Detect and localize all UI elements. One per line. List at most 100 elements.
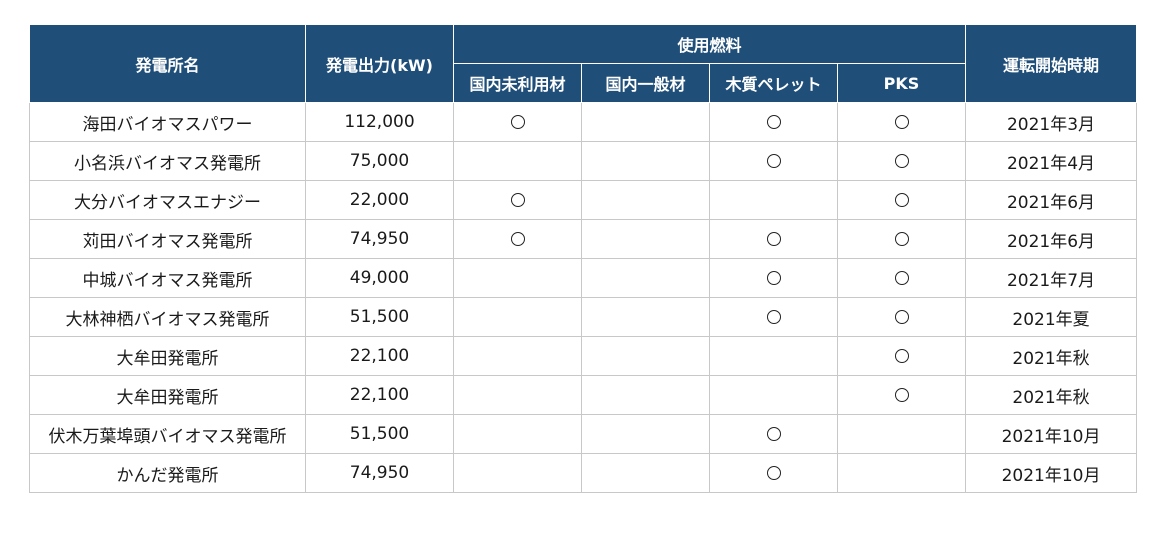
cell-fuel-unused bbox=[453, 258, 582, 298]
cell-fuel-pks bbox=[836, 141, 967, 181]
cell-fuel-general bbox=[581, 414, 710, 454]
biomass-plant-table: 発電所名 発電出力(kW) 使用燃料 運転開始時期 国内未利用材 国内一般材 木… bbox=[29, 24, 1138, 493]
cell-plant-name: 小名浜バイオマス発電所 bbox=[29, 141, 306, 181]
cell-plant-name: 大牟田発電所 bbox=[29, 336, 306, 376]
cell-fuel-general bbox=[581, 297, 710, 337]
cell-fuel-pellet bbox=[709, 336, 838, 376]
circle-mark-icon bbox=[766, 115, 781, 129]
cell-fuel-pks bbox=[836, 180, 967, 220]
cell-fuel-pellet bbox=[709, 141, 838, 181]
cell-fuel-general bbox=[581, 102, 710, 142]
header-plant-name: 発電所名 bbox=[29, 24, 306, 103]
circle-mark-icon bbox=[766, 232, 781, 246]
cell-plant-name: かんだ発電所 bbox=[29, 453, 306, 493]
header-fuel-domestic-unused: 国内未利用材 bbox=[453, 63, 582, 103]
circle-mark-icon bbox=[894, 193, 909, 207]
cell-output: 74,950 bbox=[305, 219, 454, 259]
cell-fuel-pellet bbox=[709, 219, 838, 259]
cell-output: 74,950 bbox=[305, 453, 454, 493]
cell-output: 112,000 bbox=[305, 102, 454, 142]
cell-fuel-pellet bbox=[709, 297, 838, 337]
plant-table-container: 発電所名 発電出力(kW) 使用燃料 運転開始時期 国内未利用材 国内一般材 木… bbox=[29, 24, 1138, 493]
table-row: 伏木万葉埠頭バイオマス発電所 51,500 2021年10月 bbox=[29, 414, 1138, 454]
cell-fuel-unused bbox=[453, 414, 582, 454]
cell-output: 22,100 bbox=[305, 336, 454, 376]
cell-plant-name: 大牟田発電所 bbox=[29, 375, 306, 415]
cell-fuel-unused bbox=[453, 375, 582, 415]
cell-start-period: 2021年夏 bbox=[965, 297, 1138, 337]
cell-output: 51,500 bbox=[305, 297, 454, 337]
circle-mark-icon bbox=[766, 466, 781, 480]
cell-fuel-general bbox=[581, 180, 710, 220]
cell-fuel-pks bbox=[836, 219, 967, 259]
circle-mark-icon bbox=[510, 232, 525, 246]
circle-mark-icon bbox=[510, 193, 525, 207]
cell-output: 22,000 bbox=[305, 180, 454, 220]
table-body: 海田バイオマスパワー 112,000 2021年3月 小名浜バイオマス発電所 75,00… bbox=[29, 102, 1138, 493]
header-fuel-domestic-general: 国内一般材 bbox=[581, 63, 710, 103]
cell-start-period: 2021年秋 bbox=[965, 336, 1138, 376]
header-fuel-wood-pellet: 木質ペレット bbox=[709, 63, 838, 103]
header-output: 発電出力(kW) bbox=[305, 24, 454, 103]
header-start-period: 運転開始時期 bbox=[965, 24, 1138, 103]
table-row: 大牟田発電所 22,100 2021年秋 bbox=[29, 336, 1138, 376]
cell-start-period: 2021年6月 bbox=[965, 219, 1138, 259]
cell-fuel-unused bbox=[453, 219, 582, 259]
circle-mark-icon bbox=[766, 154, 781, 168]
cell-fuel-general bbox=[581, 375, 710, 415]
circle-mark-icon bbox=[894, 271, 909, 285]
cell-start-period: 2021年7月 bbox=[965, 258, 1138, 298]
circle-mark-icon bbox=[894, 154, 909, 168]
cell-fuel-unused bbox=[453, 180, 582, 220]
table-row: 大分バイオマスエナジー 22,000 2021年6月 bbox=[29, 180, 1138, 220]
cell-start-period: 2021年10月 bbox=[965, 414, 1138, 454]
table-row: 海田バイオマスパワー 112,000 2021年3月 bbox=[29, 102, 1138, 142]
cell-fuel-unused bbox=[453, 297, 582, 337]
cell-fuel-pks bbox=[836, 258, 967, 298]
cell-plant-name: 苅田バイオマス発電所 bbox=[29, 219, 306, 259]
cell-fuel-pellet bbox=[709, 414, 838, 454]
header-fuel-group: 使用燃料 bbox=[452, 24, 967, 64]
table-row: 小名浜バイオマス発電所 75,000 2021年4月 bbox=[29, 141, 1138, 181]
cell-start-period: 2021年3月 bbox=[965, 102, 1138, 142]
cell-fuel-unused bbox=[453, 141, 582, 181]
cell-fuel-pks bbox=[836, 102, 967, 142]
circle-mark-icon bbox=[766, 271, 781, 285]
cell-output: 75,000 bbox=[305, 141, 454, 181]
circle-mark-icon bbox=[766, 427, 781, 441]
table-row: 苅田バイオマス発電所 74,950 2021年6月 bbox=[29, 219, 1138, 259]
cell-fuel-pks bbox=[836, 453, 967, 493]
circle-mark-icon bbox=[894, 349, 909, 363]
cell-fuel-pellet bbox=[709, 102, 838, 142]
table-row: かんだ発電所 74,950 2021年10月 bbox=[29, 453, 1138, 493]
cell-output: 51,500 bbox=[305, 414, 454, 454]
cell-fuel-general bbox=[581, 336, 710, 376]
cell-fuel-pellet bbox=[709, 375, 838, 415]
cell-fuel-general bbox=[581, 258, 710, 298]
circle-mark-icon bbox=[894, 310, 909, 324]
cell-output: 22,100 bbox=[305, 375, 454, 415]
circle-mark-icon bbox=[894, 232, 909, 246]
cell-fuel-general bbox=[581, 141, 710, 181]
circle-mark-icon bbox=[766, 310, 781, 324]
circle-mark-icon bbox=[894, 388, 909, 402]
table-row: 中城バイオマス発電所 49,000 2021年7月 bbox=[29, 258, 1138, 298]
cell-start-period: 2021年6月 bbox=[965, 180, 1138, 220]
cell-fuel-pks bbox=[836, 414, 967, 454]
cell-fuel-pks bbox=[836, 375, 967, 415]
cell-start-period: 2021年10月 bbox=[965, 453, 1138, 493]
cell-fuel-pellet bbox=[709, 258, 838, 298]
cell-fuel-unused bbox=[453, 102, 582, 142]
cell-output: 49,000 bbox=[305, 258, 454, 298]
cell-fuel-pellet bbox=[709, 453, 838, 493]
cell-plant-name: 中城バイオマス発電所 bbox=[29, 258, 306, 298]
cell-start-period: 2021年4月 bbox=[965, 141, 1138, 181]
cell-fuel-pks bbox=[836, 297, 967, 337]
cell-plant-name: 伏木万葉埠頭バイオマス発電所 bbox=[29, 414, 306, 454]
cell-fuel-general bbox=[581, 453, 710, 493]
header-fuel-pks: PKS bbox=[836, 63, 967, 103]
table-row: 大林神栖バイオマス発電所 51,500 2021年夏 bbox=[29, 297, 1138, 337]
table-row: 大牟田発電所 22,100 2021年秋 bbox=[29, 375, 1138, 415]
cell-fuel-unused bbox=[453, 336, 582, 376]
cell-plant-name: 大林神栖バイオマス発電所 bbox=[29, 297, 306, 337]
